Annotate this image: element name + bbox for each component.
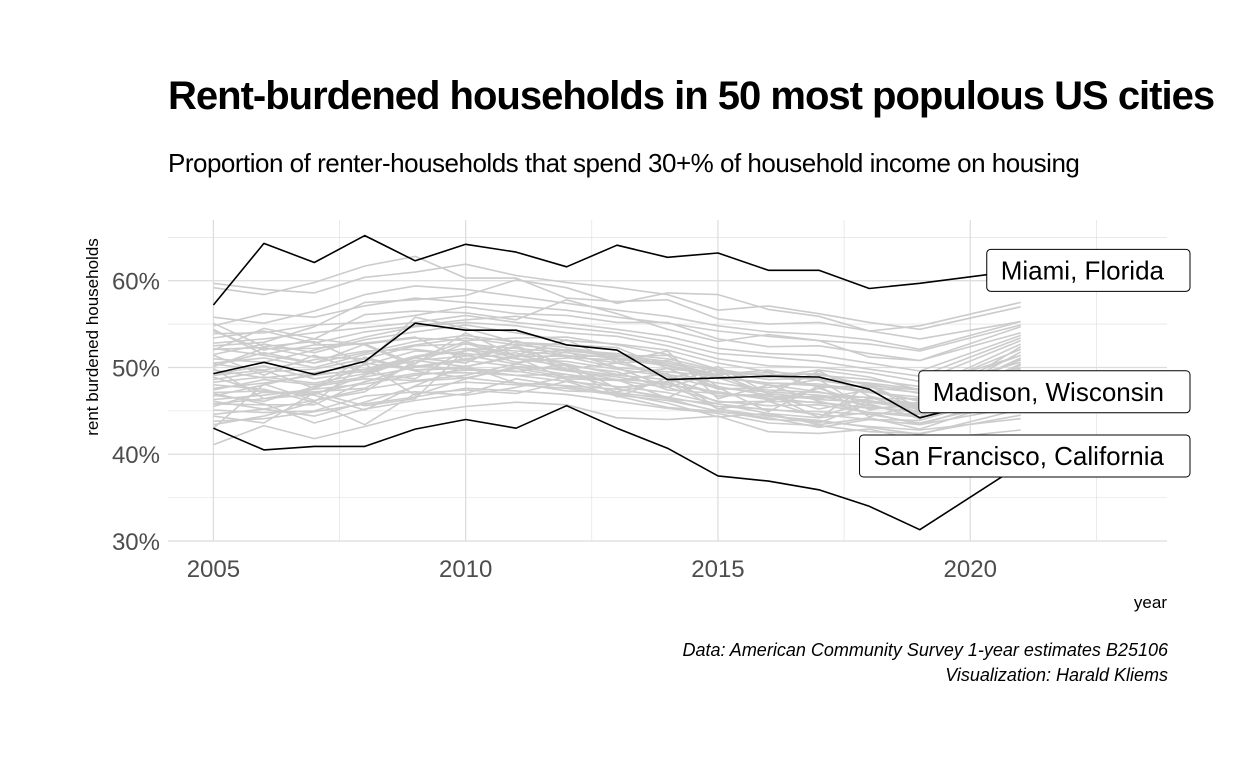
- series-line-miami-florida: [212, 234, 1021, 306]
- label-box-san-francisco-california: [859, 434, 1191, 478]
- background-series-line: [213, 350, 1021, 410]
- series-line-madison-wisconsin: [213, 322, 1021, 419]
- x-axis-ticks: 2005 2010 2015 2020: [187, 556, 997, 583]
- y-axis-ticks: 30% 40% 50% 60%: [112, 269, 160, 556]
- background-series-line: [213, 339, 1021, 412]
- background-series-line: [213, 297, 1021, 352]
- background-series-line: [213, 321, 1021, 383]
- background-series-line: [213, 306, 1021, 362]
- chart-title: Rent-burdened households in 50 most popu…: [168, 74, 1215, 118]
- background-series-line: [213, 337, 1021, 390]
- background-series-line: [213, 255, 1021, 332]
- background-series-line: [213, 279, 1021, 347]
- background-series-line: [213, 378, 1021, 430]
- background-series-line: [212, 363, 1021, 419]
- x-tick-label: 2010: [439, 556, 492, 583]
- label-text-miami-florida: Miami, Florida: [1001, 255, 1165, 285]
- x-axis-title: year: [1134, 593, 1167, 612]
- background-series-line: [213, 359, 1021, 412]
- background-series-line: [213, 285, 1021, 351]
- label-madison-wisconsin: Madison, Wisconsin: [918, 370, 1191, 414]
- background-series-line: [213, 314, 1021, 377]
- y-axis-title: rent burdened households: [83, 238, 102, 436]
- background-series-line: [213, 336, 1021, 391]
- caption-credit: Visualization: Harald Kliems: [945, 665, 1168, 685]
- background-series-line: [213, 363, 1021, 415]
- background-series-line: [213, 343, 1021, 398]
- y-tick-label: 40%: [112, 442, 160, 469]
- label-text-madison-wisconsin: Madison, Wisconsin: [933, 377, 1164, 407]
- background-series-group: [212, 255, 1022, 446]
- background-series-line: [213, 263, 1021, 331]
- background-series-line: [213, 369, 1021, 416]
- background-series-line: [213, 347, 1021, 405]
- label-miami-florida: Miami, Florida: [986, 248, 1191, 292]
- x-tick-label: 2015: [691, 556, 744, 583]
- background-series-line: [213, 324, 1021, 388]
- label-box-miami-florida: [986, 248, 1191, 292]
- background-series-line: [213, 387, 1021, 435]
- y-tick-label: 60%: [112, 269, 160, 296]
- label-box-madison-wisconsin: [918, 370, 1191, 414]
- label-text-san-francisco-california: San Francisco, California: [874, 441, 1165, 471]
- label-san-francisco-california: San Francisco, California: [859, 434, 1191, 478]
- y-tick-label: 50%: [112, 355, 160, 382]
- caption-source: Data: American Community Survey 1-year e…: [682, 640, 1168, 660]
- background-series-line: [213, 365, 1021, 424]
- background-series-line: [213, 315, 1021, 372]
- caption: Data: American Community Survey 1-year e…: [682, 638, 1168, 688]
- background-series-line: [213, 381, 1021, 431]
- background-series-line: [213, 342, 1021, 403]
- series-labels-group: Miami, Florida Madison, Wisconsin San Fran…: [859, 248, 1191, 478]
- chart-subtitle: Proportion of renter-households that spe…: [168, 148, 1080, 178]
- background-series-line: [213, 377, 1021, 422]
- series-line-san-francisco-california: [213, 404, 1022, 531]
- highlighted-series-group: [212, 234, 1022, 531]
- x-tick-label: 2020: [944, 556, 997, 583]
- x-tick-label: 2005: [187, 556, 240, 583]
- background-series-line: [213, 401, 1021, 446]
- y-tick-label: 30%: [112, 529, 160, 556]
